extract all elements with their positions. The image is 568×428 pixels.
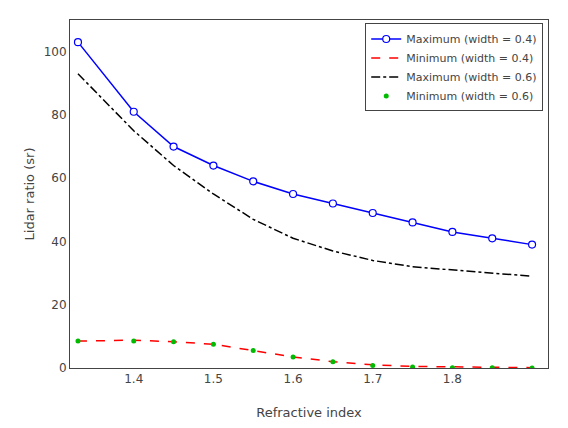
svg-text:1.7: 1.7 [363,372,382,386]
svg-text:Minimum (width = 0.4): Minimum (width = 0.4) [406,52,533,65]
svg-text:100: 100 [44,45,67,59]
svg-text:1.8: 1.8 [443,372,462,386]
svg-text:1.4: 1.4 [124,372,143,386]
svg-text:Minimum (width = 0.6): Minimum (width = 0.6) [406,90,533,103]
svg-text:1.5: 1.5 [204,372,223,386]
svg-text:60: 60 [51,171,66,185]
svg-text:Maximum (width = 0.6): Maximum (width = 0.6) [406,71,536,84]
svg-text:40: 40 [51,235,66,249]
svg-text:Refractive index: Refractive index [256,405,362,420]
svg-text:0: 0 [59,361,67,375]
svg-text:1.6: 1.6 [284,372,303,386]
svg-text:20: 20 [51,298,66,312]
svg-text:80: 80 [51,108,66,122]
svg-text:Lidar ratio (sr): Lidar ratio (sr) [22,148,37,241]
svg-text:Maximum (width = 0.4): Maximum (width = 0.4) [406,33,536,46]
